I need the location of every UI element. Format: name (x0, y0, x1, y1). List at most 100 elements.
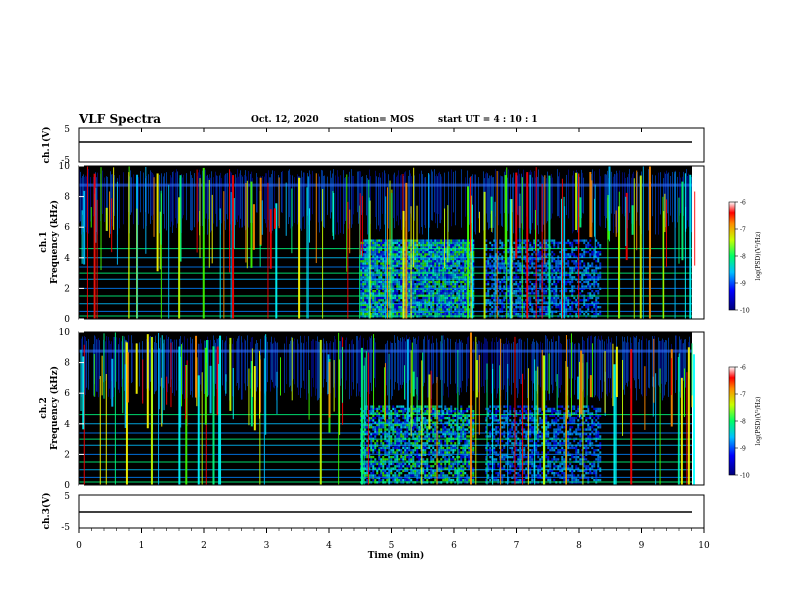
broadband-cell (428, 432, 431, 436)
broadband-cell (394, 455, 397, 459)
sferic-haze (114, 175, 115, 216)
broadband-cell (370, 296, 373, 300)
broadband-cell (565, 303, 568, 307)
broadband-cell (378, 299, 381, 302)
broadband-cell (567, 280, 570, 284)
broadband-cell (434, 269, 437, 272)
broadband-cell (382, 296, 385, 300)
broadband-cell (384, 421, 387, 424)
broadband-cell (372, 283, 375, 286)
broadband-cell (366, 266, 369, 270)
broadband-cell (567, 301, 570, 304)
sferic-haze (487, 341, 488, 380)
broadband-cell (579, 276, 582, 279)
ch1-frequency-ylabel: Frequency (kHz) (49, 200, 60, 284)
broadband-cell (438, 469, 441, 473)
broadband-cell (362, 257, 365, 261)
broadband-cell (438, 280, 441, 284)
broadband-cell (412, 435, 415, 438)
sferic-haze (411, 176, 412, 218)
broadband-cell (507, 276, 510, 279)
broadband-cell (448, 250, 451, 254)
sferic-haze (131, 177, 132, 213)
sferic-haze (648, 340, 649, 388)
broadband-cell (372, 414, 375, 417)
broadband-cell (364, 239, 367, 242)
broadband-cell (426, 419, 429, 422)
sferic-haze (200, 339, 201, 385)
sferic-haze (416, 344, 417, 395)
broadband-cell (396, 292, 399, 295)
broadband-cell (497, 269, 500, 272)
broadband-cell (392, 432, 395, 436)
broadband-cell (456, 255, 459, 258)
freq-tick-label: 10 (59, 162, 71, 172)
broadband-cell (368, 421, 371, 424)
broadband-cell (493, 264, 496, 268)
broadband-cell (438, 260, 441, 263)
broadband-cell (418, 289, 421, 293)
broadband-cell (414, 250, 417, 254)
broadband-cell (555, 266, 558, 270)
broadband-cell (366, 439, 369, 443)
broadband-cell (380, 262, 383, 265)
sferic-haze (146, 175, 147, 227)
broadband-cell (523, 312, 526, 316)
broadband-cell (517, 255, 520, 258)
broadband-cell (390, 257, 393, 261)
broadband-cell (362, 423, 365, 427)
sferic-streak (663, 211, 665, 319)
sferic-haze (353, 344, 354, 390)
broadband-cell (593, 285, 596, 288)
broadband-cell (424, 446, 427, 450)
broadband-cell (412, 469, 415, 473)
broadband-cell (507, 312, 510, 316)
broadband-cell (426, 289, 429, 293)
broadband-cell (446, 276, 449, 279)
broadband-cell (503, 269, 506, 272)
broadband-cell (440, 289, 443, 293)
broadband-cell (436, 260, 439, 263)
broadband-cell (543, 260, 546, 263)
broadband-cell (376, 303, 379, 307)
broadband-cell (446, 283, 449, 286)
broadband-cell (432, 412, 435, 415)
broadband-cell (565, 255, 568, 258)
sferic-haze (236, 341, 237, 386)
broadband-cell (402, 407, 405, 411)
broadband-cell (418, 405, 421, 408)
broadband-cell (380, 260, 383, 263)
sferic-haze (302, 177, 303, 218)
broadband-cell (452, 305, 455, 309)
broadband-cell (456, 312, 459, 316)
broadband-cell (420, 273, 423, 277)
broadband-cell (398, 462, 401, 466)
broadband-cell (472, 239, 475, 242)
broadband-cell (440, 421, 443, 424)
broadband-cell (593, 250, 596, 254)
broadband-cell (374, 273, 377, 277)
sferic-streak (111, 198, 113, 253)
broadband-cell (362, 449, 365, 452)
broadband-cell (575, 239, 578, 242)
broadband-cell (372, 428, 375, 431)
broadband-cell (360, 285, 363, 288)
broadband-cell (362, 285, 365, 288)
broadband-cell (444, 458, 447, 461)
broadband-cell (595, 301, 598, 304)
broadband-cell (495, 246, 498, 249)
broadband-cell (360, 308, 363, 311)
sferic-haze (655, 175, 656, 235)
broadband-cell (412, 305, 415, 309)
broadband-cell (446, 262, 449, 265)
broadband-cell (464, 285, 467, 288)
sferic-haze (154, 342, 155, 395)
broadband-cell (591, 276, 594, 279)
broadband-cell (422, 446, 425, 450)
broadband-cell (396, 451, 399, 454)
sferic-haze (341, 336, 342, 379)
broadband-cell (426, 250, 429, 254)
broadband-cell (362, 432, 365, 436)
broadband-cell (448, 471, 451, 475)
broadband-cell (458, 305, 461, 309)
